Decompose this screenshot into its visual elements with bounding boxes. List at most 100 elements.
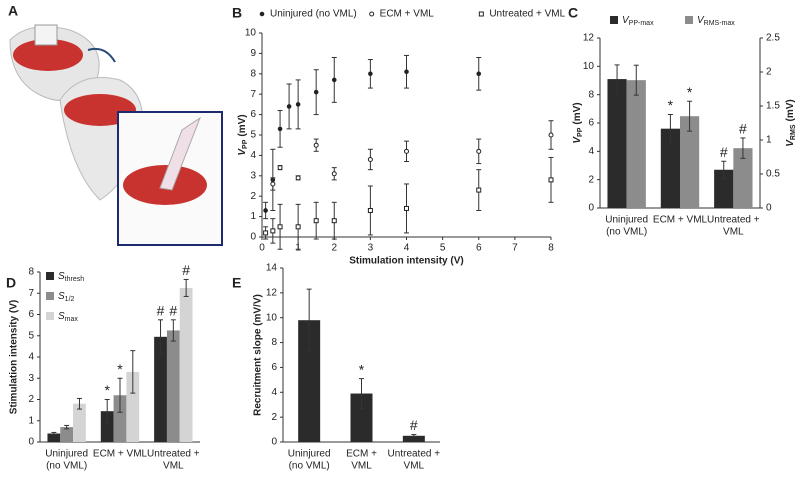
symbol: S — [58, 311, 65, 322]
point — [270, 228, 276, 234]
x-tick-label: VML — [723, 227, 744, 238]
point — [263, 208, 268, 213]
y-axis-label: VPP (mV) — [237, 114, 249, 155]
y-tick-label: 6 — [588, 118, 594, 129]
panel-label: D — [6, 275, 16, 291]
x-tick-label: Uninjured — [288, 449, 331, 460]
bar — [47, 433, 61, 442]
x-tick-label: VML — [163, 461, 184, 472]
y-axis-label: Recruitment slope (mV/V) — [253, 294, 264, 416]
point — [548, 177, 554, 183]
bar — [714, 169, 734, 208]
symbol: S — [58, 271, 65, 282]
bar — [660, 128, 680, 208]
y-tick-label: 7 — [250, 89, 256, 100]
unit: (mV) — [237, 114, 248, 136]
x-tick-label: Uninjured — [45, 449, 88, 460]
y-tick-label: 4 — [271, 387, 277, 398]
y-tick-label: 0 — [250, 232, 256, 243]
legend-label: Uninjured (no VML) — [270, 9, 357, 20]
legend-label: Untreated + VML — [489, 9, 565, 20]
point — [295, 224, 301, 230]
point — [367, 156, 373, 162]
symbol: V — [785, 139, 796, 147]
legend-swatch — [46, 272, 54, 280]
bar — [113, 395, 127, 442]
panel-label: E — [232, 275, 241, 291]
subscript: PP-max — [629, 20, 654, 27]
y-tick-label: 8 — [588, 89, 594, 100]
y-tick-label: 6 — [28, 309, 34, 320]
significance-mark: * — [687, 84, 693, 100]
y-tick-label: 3 — [250, 170, 256, 181]
x-tick-label: VML — [404, 461, 425, 472]
y-tick-label: 2 — [28, 394, 34, 405]
y-axis-label: Stimulation intensity (V) — [9, 300, 20, 414]
point — [476, 148, 482, 154]
legend-marker — [478, 11, 484, 17]
bar — [680, 116, 700, 208]
significance-mark: * — [104, 382, 110, 398]
y-tick-label: 7 — [28, 288, 34, 299]
y-tick-label: 6 — [271, 362, 277, 373]
bar — [154, 336, 167, 442]
y-tick-label: 5 — [28, 330, 34, 341]
significance-mark: * — [117, 361, 123, 377]
bar — [73, 403, 86, 442]
bar — [126, 371, 140, 442]
legend-swatch — [685, 16, 693, 24]
point — [548, 132, 554, 138]
y-tick-label: 4 — [588, 146, 594, 157]
panel-label: A — [8, 3, 18, 19]
y-tick-label: 12 — [266, 287, 278, 298]
bar — [350, 393, 373, 442]
y-tick-label: 0 — [271, 437, 277, 448]
x-tick-label: VML — [351, 461, 372, 472]
illustration: A — [8, 3, 223, 246]
subscript: 1/2 — [65, 296, 75, 303]
y2-tick-label: 2.5 — [766, 33, 780, 44]
point — [295, 102, 301, 107]
x-tick-label: 2 — [331, 243, 337, 254]
x-tick-label: Untreated + — [388, 449, 441, 460]
point — [313, 142, 319, 148]
significance-mark: # — [720, 144, 728, 160]
x-tick-label: 6 — [476, 243, 482, 254]
bar — [607, 79, 627, 208]
significance-mark: # — [739, 121, 747, 137]
y2-axis-label: VRMS (mV) — [785, 99, 797, 146]
subscript: RMS — [790, 124, 797, 140]
significance-mark: * — [668, 97, 674, 113]
y-tick-label: 10 — [583, 61, 595, 72]
y2-tick-label: 1 — [766, 135, 772, 146]
x-tick-label: 7 — [512, 243, 518, 254]
point — [286, 104, 292, 109]
legend-label: VRMS-max — [697, 15, 735, 27]
point — [313, 218, 319, 224]
y-tick-label: 12 — [583, 33, 595, 44]
bar — [100, 411, 114, 442]
point — [270, 181, 276, 187]
legend-label: Sthresh — [58, 271, 84, 283]
symbol: V — [237, 148, 248, 156]
bar — [626, 80, 646, 208]
significance-mark: # — [157, 303, 165, 319]
legend-swatch — [46, 292, 54, 300]
y-axis-label: VPP (mV) — [572, 102, 584, 143]
x-tick-label: (no VML) — [289, 461, 330, 472]
y-tick-label: 1 — [250, 211, 256, 222]
x-tick-label: ECM + — [346, 449, 377, 460]
y-tick-label: 2 — [271, 412, 277, 423]
x-tick-label: ECM + VML — [93, 449, 148, 460]
y-tick-label: 8 — [250, 68, 256, 79]
x-tick-label: Untreated + — [147, 449, 200, 460]
y-tick-label: 3 — [28, 373, 34, 384]
symbol: V — [622, 15, 630, 26]
bar — [402, 435, 425, 442]
significance-mark: # — [182, 262, 190, 278]
point — [331, 171, 337, 177]
bar — [733, 148, 753, 208]
point — [263, 230, 269, 236]
point — [295, 175, 301, 181]
